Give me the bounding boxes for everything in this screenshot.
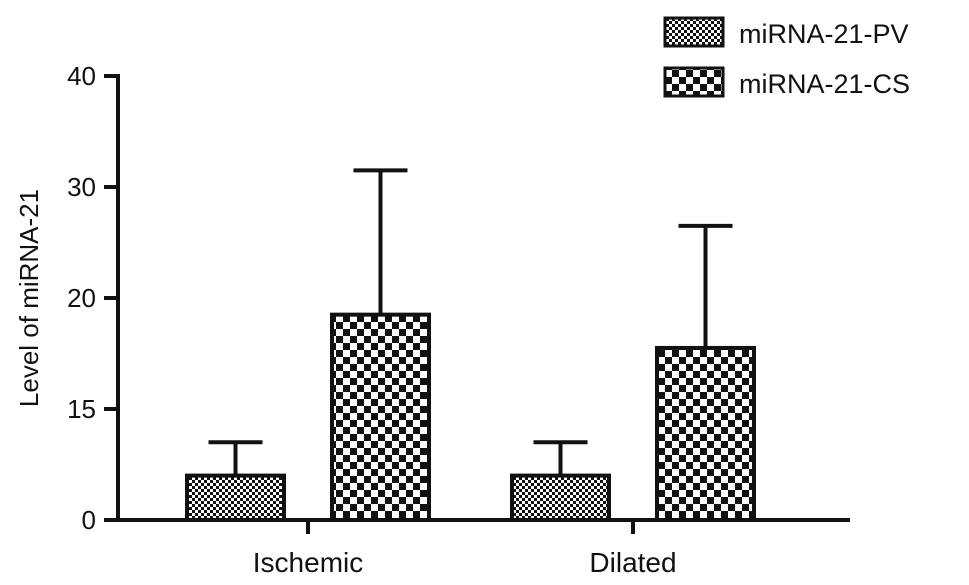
y-tick-label: 15 — [67, 394, 96, 424]
bar-mirna-21-pv-dilated — [510, 473, 611, 523]
legend: miRNA-21-PV miRNA-21-CS — [663, 16, 910, 99]
bar-mirna-21-cs-dilated — [655, 345, 756, 523]
bar-mirna-21-pv-ischemic — [185, 473, 286, 523]
y-axis-label: Level of miRNA-21 — [14, 189, 44, 407]
y-axis-ticks: 0 15 20 30 40 — [67, 61, 118, 535]
y-tick-label: 0 — [82, 505, 96, 535]
x-tick-label-ischemic: Ischemic — [253, 547, 363, 578]
error-bars-group — [208, 168, 733, 476]
x-axis-labels: Ischemic Dilated — [253, 520, 677, 578]
y-tick-label: 40 — [67, 61, 96, 91]
y-tick-label: 30 — [67, 172, 96, 202]
legend-label-mirna-21-pv: miRNA-21-PV — [739, 19, 909, 49]
bar-mirna-21-cs-ischemic — [330, 312, 431, 522]
y-tick-label: 20 — [67, 283, 96, 313]
legend-swatch-mirna-21-pv — [663, 16, 725, 48]
x-tick-label-dilated: Dilated — [589, 547, 676, 578]
legend-swatch-mirna-21-cs — [663, 66, 725, 98]
bars-group — [185, 312, 756, 523]
legend-label-mirna-21-cs: miRNA-21-CS — [739, 69, 910, 99]
